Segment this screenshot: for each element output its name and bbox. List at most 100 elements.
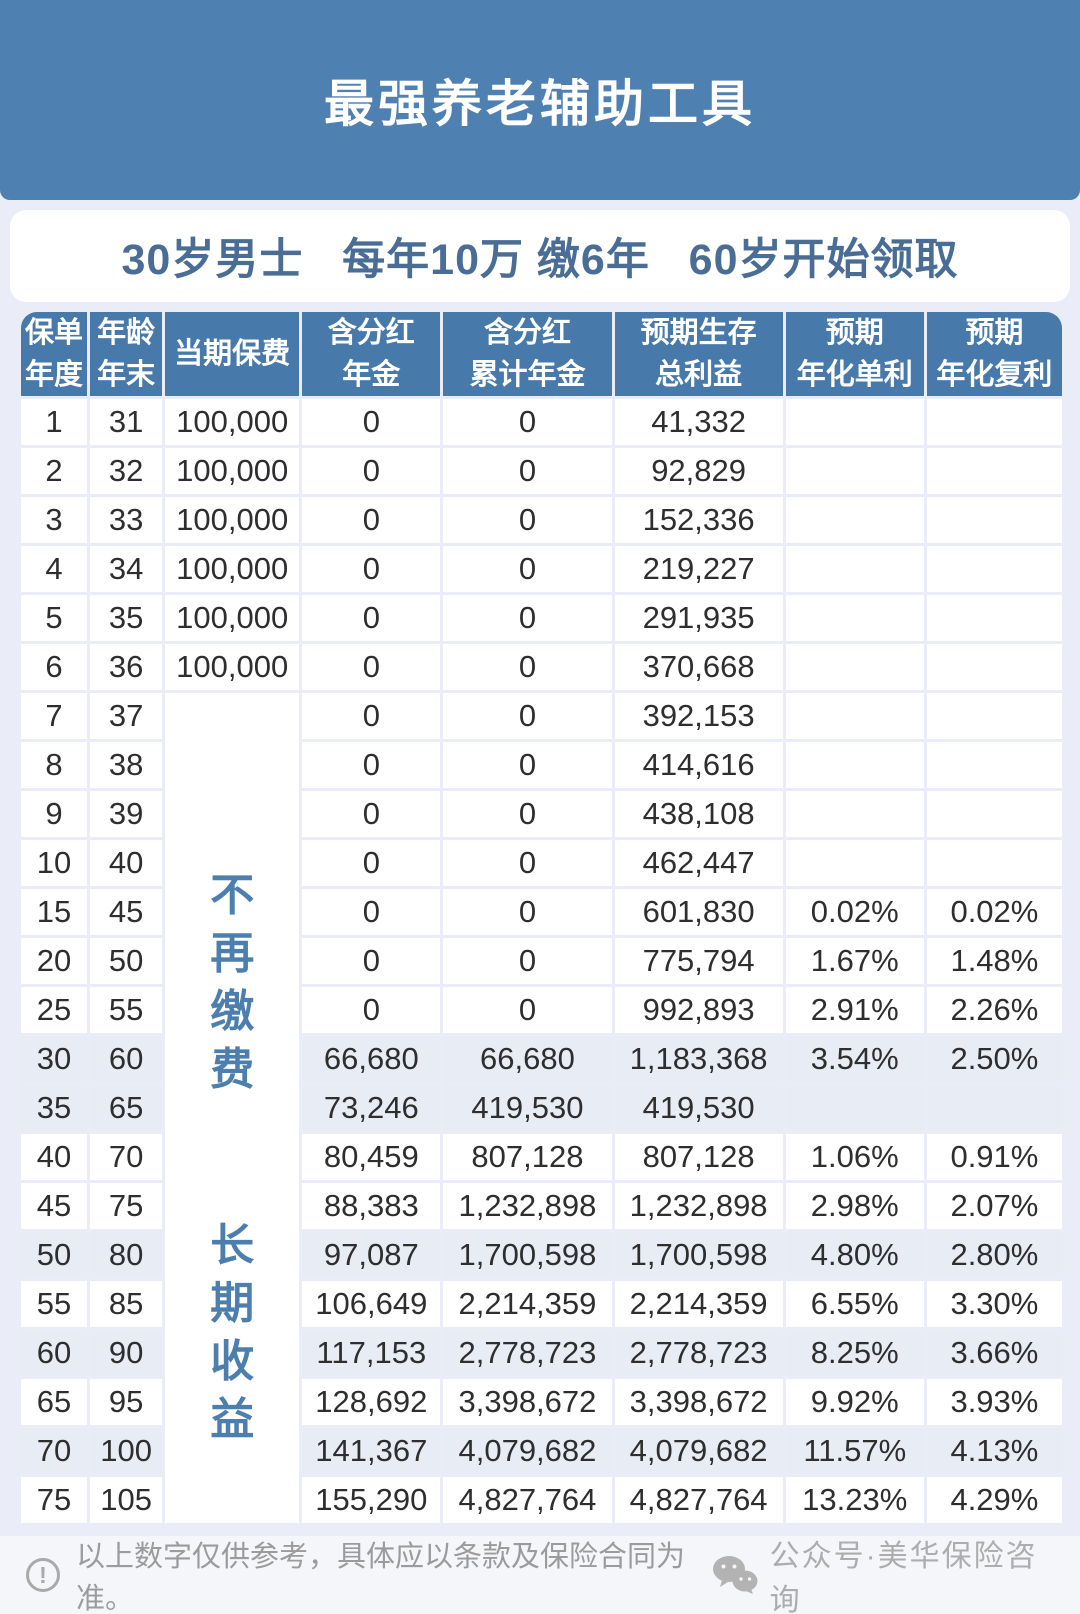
cell-compound-rate: 2.80% — [926, 1232, 1062, 1279]
cell-age: 36 — [90, 644, 163, 691]
table-header-cell-0: 保单 年度 — [21, 312, 88, 397]
cell-cumulative-annuity: 0 — [443, 595, 612, 642]
cell-age: 80 — [90, 1232, 163, 1279]
cell-age: 38 — [90, 742, 163, 789]
cell-cumulative-annuity: 0 — [443, 497, 612, 544]
cell-compound-rate — [926, 742, 1062, 789]
cell-annuity: 0 — [302, 840, 441, 887]
cell-annuity: 0 — [302, 448, 441, 495]
cell-simple-rate — [785, 497, 924, 544]
cell-policy-year: 25 — [21, 987, 88, 1034]
cell-annuity: 117,153 — [302, 1330, 441, 1377]
table-header-cell-6: 预期 年化单利 — [785, 312, 924, 397]
cell-simple-rate — [785, 693, 924, 740]
cell-premium: 100,000 — [165, 448, 300, 495]
benefit-table: 保单 年度 年龄 年末 当期保费 含分红 年金 含分红 累计年金 预期生存 总利益 预期 年… — [18, 309, 1065, 1526]
cell-compound-rate — [926, 791, 1062, 838]
cell-policy-year: 55 — [21, 1281, 88, 1328]
table-row: 75 105 155,290 4,827,764 4,827,764 13.23% 4.29… — [21, 1477, 1062, 1524]
cell-policy-year: 1 — [21, 399, 88, 446]
table-row: 10 40 0 0 462,447 — [21, 840, 1062, 887]
cell-policy-year: 60 — [21, 1330, 88, 1377]
cell-compound-rate: 4.13% — [926, 1428, 1062, 1475]
cell-simple-rate: 1.06% — [785, 1134, 924, 1181]
table-header-cell-3: 含分红 年金 — [302, 312, 441, 397]
cell-simple-rate: 2.98% — [785, 1183, 924, 1230]
cell-total-benefit: 775,794 — [614, 938, 783, 985]
footer-bar: ! 以上数字仅供参考，具体应以条款及保险合同为准。 公众号·美华保险咨询 — [0, 1536, 1080, 1614]
cell-compound-rate — [926, 595, 1062, 642]
cell-simple-rate: 3.54% — [785, 1036, 924, 1083]
no-more-payment-label: 不 再 缴 费 — [210, 870, 255, 1095]
cell-policy-year: 30 — [21, 1036, 88, 1083]
cell-annuity: 66,680 — [302, 1036, 441, 1083]
cell-age: 37 — [90, 693, 163, 740]
cell-cumulative-annuity: 0 — [443, 399, 612, 446]
cell-annuity: 0 — [302, 497, 441, 544]
cell-total-benefit: 2,778,723 — [614, 1330, 783, 1377]
cell-simple-rate — [785, 546, 924, 593]
table-row: 70 100 141,367 4,079,682 4,079,682 11.57% 4.13… — [21, 1428, 1062, 1475]
cell-policy-year: 2 — [21, 448, 88, 495]
cell-simple-rate: 1.67% — [785, 938, 924, 985]
cell-annuity: 0 — [302, 938, 441, 985]
table-row: 30 60 66,680 66,680 1,183,368 3.54% 2.50% — [21, 1036, 1062, 1083]
cell-total-benefit: 152,336 — [614, 497, 783, 544]
disclaimer-group: ! 以上数字仅供参考，具体应以条款及保险合同为准。 — [26, 1533, 712, 1614]
cell-compound-rate: 0.91% — [926, 1134, 1062, 1181]
table-row: 40 70 80,459 807,128 807,128 1.06% 0.91% — [21, 1134, 1062, 1181]
cell-compound-rate — [926, 840, 1062, 887]
cell-cumulative-annuity: 0 — [443, 889, 612, 936]
cell-policy-year: 50 — [21, 1232, 88, 1279]
cell-policy-year: 40 — [21, 1134, 88, 1181]
cell-policy-year: 75 — [21, 1477, 88, 1524]
cell-premium: 100,000 — [165, 497, 300, 544]
cell-age: 31 — [90, 399, 163, 446]
cell-cumulative-annuity: 807,128 — [443, 1134, 612, 1181]
table-header-cell-7: 预期 年化复利 — [926, 312, 1062, 397]
cell-age: 60 — [90, 1036, 163, 1083]
cell-annuity: 0 — [302, 791, 441, 838]
cell-policy-year: 6 — [21, 644, 88, 691]
cell-annuity: 0 — [302, 595, 441, 642]
cell-age: 85 — [90, 1281, 163, 1328]
cell-policy-year: 8 — [21, 742, 88, 789]
cell-simple-rate: 2.91% — [785, 987, 924, 1034]
cell-total-benefit: 601,830 — [614, 889, 783, 936]
cell-annuity: 155,290 — [302, 1477, 441, 1524]
cell-total-benefit: 291,935 — [614, 595, 783, 642]
cell-simple-rate — [785, 595, 924, 642]
cell-simple-rate: 4.80% — [785, 1232, 924, 1279]
cell-cumulative-annuity: 0 — [443, 938, 612, 985]
cell-cumulative-annuity: 2,778,723 — [443, 1330, 612, 1377]
cell-policy-year: 15 — [21, 889, 88, 936]
table-header-cell-2: 当期保费 — [165, 312, 300, 397]
cell-simple-rate — [785, 791, 924, 838]
cell-age: 95 — [90, 1379, 163, 1426]
cell-premium: 100,000 — [165, 546, 300, 593]
cell-policy-year: 45 — [21, 1183, 88, 1230]
cell-total-benefit: 462,447 — [614, 840, 783, 887]
cell-cumulative-annuity: 4,079,682 — [443, 1428, 612, 1475]
cell-simple-rate — [785, 840, 924, 887]
table-row: 8 38 0 0 414,616 — [21, 742, 1062, 789]
cell-total-benefit: 1,183,368 — [614, 1036, 783, 1083]
account-name: 公众号·美华保险咨询 — [769, 1540, 1038, 1614]
cell-cumulative-annuity: 2,214,359 — [443, 1281, 612, 1328]
cell-age: 45 — [90, 889, 163, 936]
cell-total-benefit: 3,398,672 — [614, 1379, 783, 1426]
cell-simple-rate: 8.25% — [785, 1330, 924, 1377]
cell-total-benefit: 4,079,682 — [614, 1428, 783, 1475]
cell-age: 65 — [90, 1085, 163, 1132]
account-group: 公众号·美华保险咨询 — [712, 1531, 1054, 1614]
cell-premium: 100,000 — [165, 644, 300, 691]
cell-cumulative-annuity: 0 — [443, 546, 612, 593]
table-row: 7 37 不 再 缴 费长 期 收 益 0 0 392,153 — [21, 693, 1062, 1524]
table-row: 5 35 100,000 0 0 291,935 — [21, 595, 1062, 642]
cell-compound-rate: 3.66% — [926, 1330, 1062, 1377]
cell-total-benefit: 992,893 — [614, 987, 783, 1034]
cell-cumulative-annuity: 0 — [443, 448, 612, 495]
table-row: 1 31 100,000 0 0 41,332 — [21, 399, 1062, 446]
table-row: 55 85 106,649 2,214,359 2,214,359 6.55% 3.30% — [21, 1281, 1062, 1328]
cell-cumulative-annuity: 0 — [443, 987, 612, 1034]
